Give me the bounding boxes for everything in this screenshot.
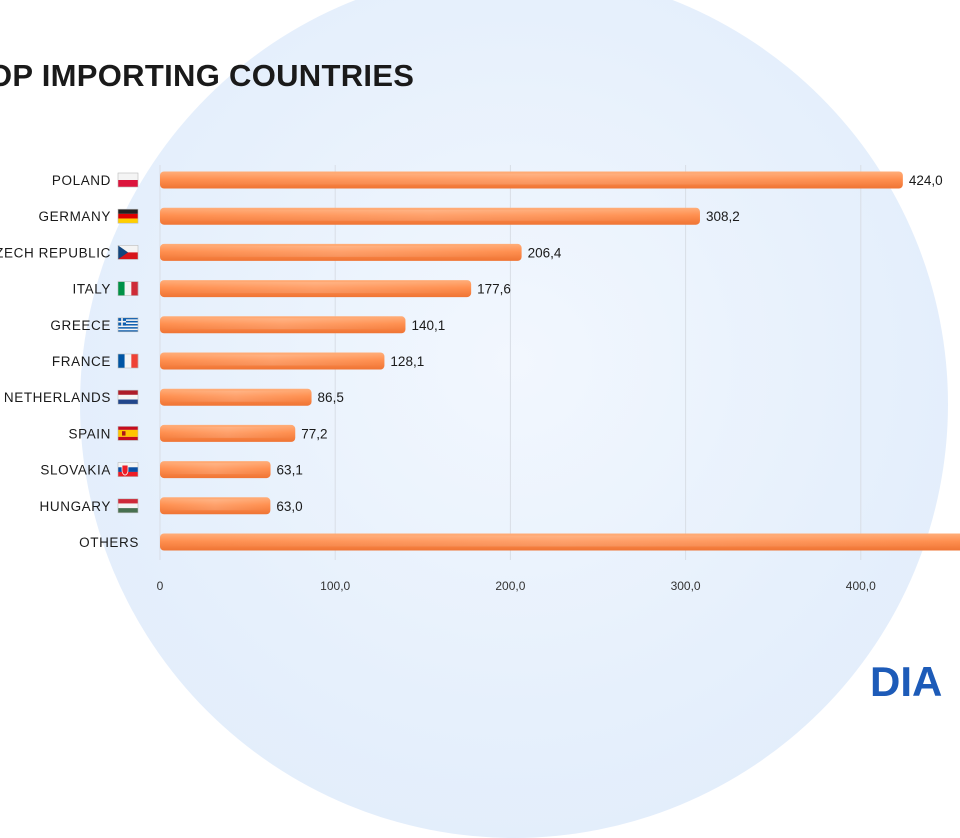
value-label: 308,2 (706, 209, 740, 224)
czech-flag-icon (117, 245, 139, 260)
x-tick-label: 400,0 (846, 579, 876, 593)
bar-highlight (160, 173, 903, 185)
bar-highlight (160, 354, 385, 366)
value-label: 128,1 (390, 354, 424, 369)
bar-highlight (160, 318, 406, 330)
bar-highlight (160, 390, 312, 402)
bar-highlight (160, 535, 960, 547)
value-label: 63,1 (277, 463, 303, 478)
value-label: 63,0 (276, 499, 302, 514)
bar-highlight (160, 499, 271, 511)
spain-flag-icon (117, 426, 139, 441)
x-tick-label: 300,0 (671, 579, 701, 593)
category-label: FRANCE (52, 354, 111, 369)
labels: 0 100,0 200,0 300,0 400,0 POLAND 424,0 GERMANY 3… (0, 172, 943, 593)
value-label: 206,4 (528, 245, 562, 260)
italy-flag-icon (117, 281, 139, 296)
svg-text:DIA: DIA (870, 660, 942, 700)
value-label: 77,2 (301, 426, 327, 441)
bar-highlight (160, 463, 271, 475)
greece-flag-icon (117, 317, 139, 333)
value-label: 86,5 (318, 390, 344, 405)
x-tick-label: 200,0 (495, 579, 525, 593)
bar-highlight (160, 426, 296, 438)
netherlands-flag-icon (117, 389, 139, 405)
bar-chart: 0 100,0 200,0 300,0 400,0 POLAND 424,0 GERMANY 3… (0, 165, 960, 593)
hungary-flag-icon (117, 498, 139, 514)
x-tick-label: 100,0 (320, 579, 350, 593)
poland-flag-icon (117, 172, 139, 188)
category-label: ZECH REPUBLIC (0, 245, 111, 260)
value-label: 140,1 (411, 318, 445, 333)
slovakia-flag-icon (117, 462, 139, 477)
category-label: SPAIN (68, 426, 111, 441)
category-label: SLOVAKIA (40, 463, 111, 478)
category-label: OTHERS (79, 535, 139, 550)
bar-highlight (160, 245, 522, 257)
bar-highlight (160, 282, 472, 294)
category-label: NETHERLANDS (4, 390, 111, 405)
value-label: 424,0 (909, 173, 943, 188)
value-label: 177,6 (477, 282, 511, 297)
category-label: POLAND (52, 173, 111, 188)
category-label: GREECE (50, 318, 111, 333)
background-circle (80, 0, 948, 838)
bar-highlight (160, 209, 700, 221)
page-title: OP IMPORTING COUNTRIES (0, 58, 415, 93)
category-label: HUNGARY (40, 499, 111, 514)
x-tick-label: 0 (157, 579, 164, 593)
bars (160, 171, 960, 551)
category-label: ITALY (72, 282, 111, 297)
category-label: GERMANY (39, 209, 111, 224)
france-flag-icon (117, 353, 139, 369)
dia-logo: DIA (868, 660, 960, 700)
germany-flag-icon (117, 208, 139, 224)
